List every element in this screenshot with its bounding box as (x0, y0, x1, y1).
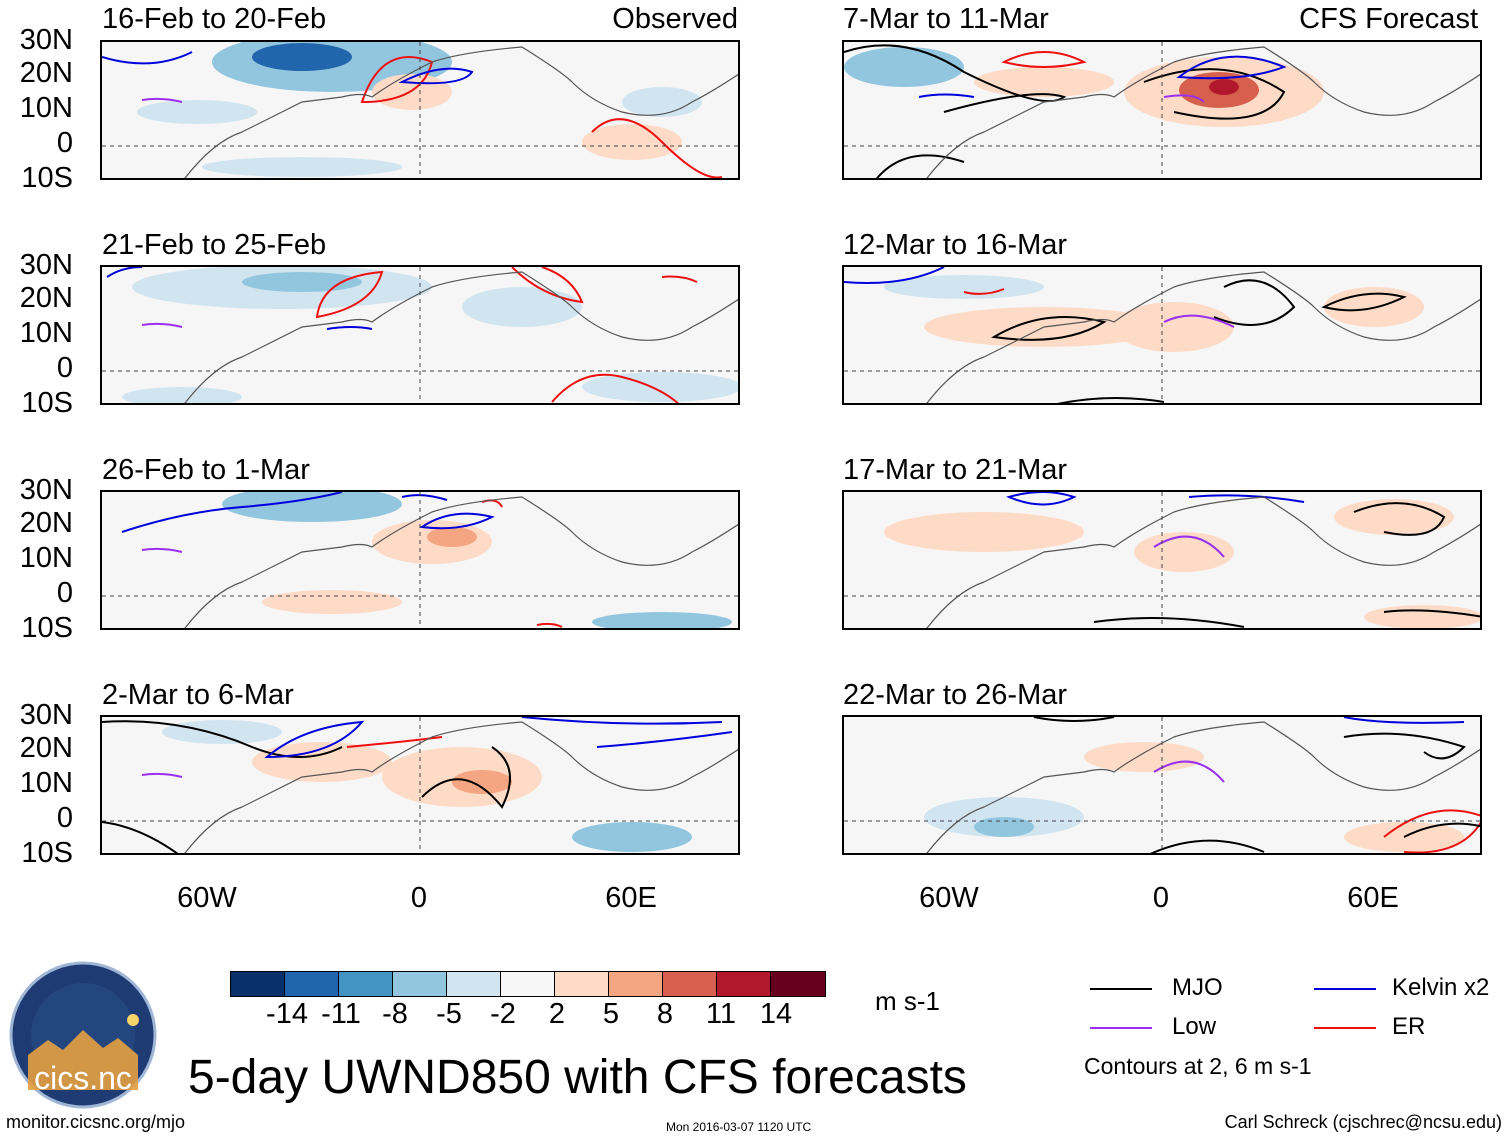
x-tick: 0 (1152, 882, 1170, 914)
map-panel (842, 490, 1482, 630)
legend-label-kelvin: Kelvin x2 (1392, 974, 1490, 1001)
y-tick: 0 (56, 802, 73, 834)
y-tick: 30N (19, 699, 73, 731)
colorbar-swatch (501, 972, 555, 996)
legend-label-er: ER (1392, 1013, 1426, 1040)
colorbar-label: 8 (656, 998, 674, 1030)
colorbar-swatch (555, 972, 609, 996)
legend-line-low (1090, 1027, 1152, 1029)
panel-title: 26-Feb to 1-Mar (102, 454, 310, 486)
colorbar (230, 971, 826, 997)
legend-line-kelvin (1314, 988, 1376, 990)
map-panel (100, 715, 740, 855)
y-tick: 20N (19, 282, 73, 314)
colorbar-swatch (339, 972, 393, 996)
y-tick: 0 (56, 577, 73, 609)
panel-title: 17-Mar to 21-Mar (843, 454, 1068, 486)
colorbar-swatch (393, 972, 447, 996)
y-tick: 0 (56, 352, 73, 384)
colorbar-swatch (717, 972, 771, 996)
colorbar-label: -5 (436, 998, 462, 1030)
y-tick: 0 (56, 127, 73, 159)
y-tick: 10S (21, 162, 73, 194)
map-field (844, 492, 1480, 628)
x-tick: 60W (177, 882, 237, 914)
map-panel (842, 265, 1482, 405)
colorbar-label: 2 (548, 998, 566, 1030)
map-field (844, 267, 1480, 403)
map-panel (842, 715, 1482, 855)
cics-logo (9, 961, 157, 1109)
map-panel (842, 40, 1482, 180)
x-tick: 60W (919, 882, 979, 914)
colorbar-label: -2 (490, 998, 516, 1030)
y-tick: 10S (21, 837, 73, 869)
colorbar-label: 11 (705, 998, 737, 1030)
x-tick: 60E (605, 882, 657, 914)
y-tick: 30N (19, 24, 73, 56)
legend-line-mjo (1090, 988, 1152, 990)
panel-title: 2-Mar to 6-Mar (102, 679, 294, 711)
map-field (102, 42, 738, 178)
logo-text: cics.nc (34, 1060, 132, 1096)
panel-title: 12-Mar to 16-Mar (843, 229, 1068, 261)
legend-label-low: Low (1172, 1013, 1217, 1040)
y-tick: 30N (19, 249, 73, 281)
observed-tag: Observed (612, 3, 738, 35)
forecast-tag: CFS Forecast (1299, 3, 1478, 35)
y-tick: 30N (19, 474, 73, 506)
colorbar-swatch (663, 972, 717, 996)
y-tick: 10N (19, 542, 73, 574)
colorbar-swatch (609, 972, 663, 996)
panel-title: 21-Feb to 25-Feb (102, 229, 327, 261)
panel-title: 16-Feb to 20-Feb (102, 3, 327, 35)
y-tick: 20N (19, 732, 73, 764)
map-field (844, 42, 1480, 178)
map-panel (100, 265, 740, 405)
legend-label-mjo: MJO (1172, 974, 1223, 1001)
y-tick: 10N (19, 767, 73, 799)
colorbar-label: -11 (321, 998, 361, 1030)
units-label: m s-1 (875, 986, 940, 1016)
colorbar-swatch (771, 972, 825, 996)
colorbar-label: 5 (602, 998, 620, 1030)
map-panel (100, 490, 740, 630)
footer-url[interactable]: monitor.cicsnc.org/mjo (6, 1112, 186, 1132)
y-tick: 10N (19, 92, 73, 124)
footer-timestamp: Mon 2016-03-07 1120 UTC (666, 1120, 812, 1134)
map-panel (100, 40, 740, 180)
map-field (102, 267, 738, 403)
map-field (102, 717, 738, 853)
colorbar-swatch (231, 972, 285, 996)
colorbar-swatch (447, 972, 501, 996)
figure-title: 5-day UWND850 with CFS forecasts (188, 1051, 967, 1104)
colorbar-label: 14 (759, 998, 793, 1030)
legend-line-er (1314, 1027, 1376, 1029)
y-tick: 10N (19, 317, 73, 349)
colorbar-label: -14 (266, 998, 308, 1030)
colorbar-label: -8 (382, 998, 408, 1030)
x-tick: 0 (410, 882, 428, 914)
y-tick: 20N (19, 507, 73, 539)
map-field (102, 492, 738, 628)
map-field (844, 717, 1480, 853)
y-tick: 10S (21, 612, 73, 644)
y-tick: 20N (19, 57, 73, 89)
y-tick: 10S (21, 387, 73, 419)
panel-title: 22-Mar to 26-Mar (843, 679, 1068, 711)
footer-credit: Carl Schreck (cjschrec@ncsu.edu) (1224, 1112, 1502, 1132)
colorbar-swatch (285, 972, 339, 996)
panel-title: 7-Mar to 11-Mar (843, 3, 1049, 35)
x-tick: 60E (1347, 882, 1399, 914)
legend-note: Contours at 2, 6 m s-1 (1084, 1053, 1312, 1079)
